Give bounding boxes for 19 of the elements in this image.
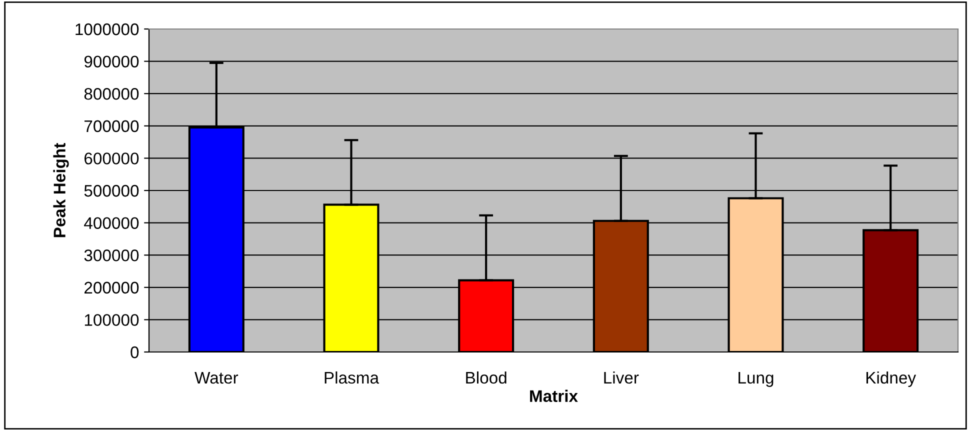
y-tick-label: 600000 [84,152,139,164]
x-tick-label: Lung [738,372,774,387]
x-tick-label: Kidney [866,371,916,387]
y-tick-label: 700000 [84,120,139,132]
x-tick-label: Liver [604,371,639,384]
y-tick-label: 1000000 [76,23,139,36]
x-tick-label: Blood [466,371,506,384]
x-tick-label: Plasma [324,371,380,384]
y-tick-label: 800000 [84,88,139,100]
y-tick-label: 0 [130,346,139,358]
y-axis-title: Peak Height [53,143,69,238]
y-tick-label: 300000 [84,250,139,262]
x-tick-label: Water [194,372,238,384]
y-tick-label: 100000 [84,314,139,326]
y-tick-label: 200000 [84,282,139,294]
y-tick-label: 500000 [84,184,139,197]
x-axis-title: Matrix [530,390,578,402]
y-tick-label: 900000 [84,56,139,68]
y-tick-label: 400000 [84,217,139,230]
